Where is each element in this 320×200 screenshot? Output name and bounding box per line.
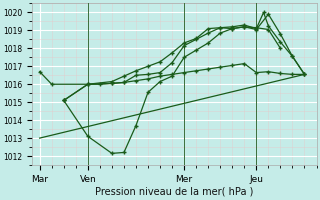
X-axis label: Pression niveau de la mer( hPa ): Pression niveau de la mer( hPa ) <box>95 187 254 197</box>
